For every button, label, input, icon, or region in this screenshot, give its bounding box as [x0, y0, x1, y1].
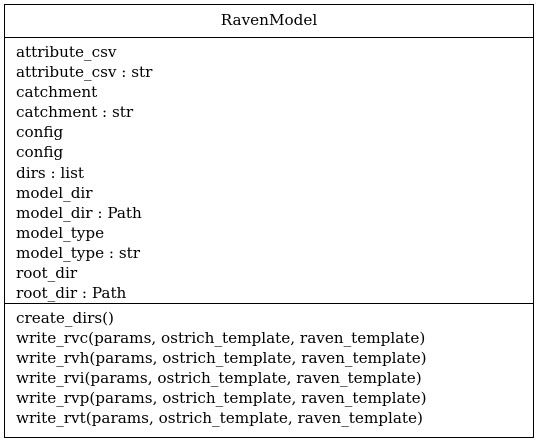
method-item: write_rvt(params, ostrich_template, rave…	[16, 409, 423, 428]
attribute-item: config	[16, 123, 64, 142]
attribute-item: model_type : str	[16, 243, 141, 262]
methods-compartment: create_dirs() write_rvc(params, ostrich_…	[5, 304, 533, 429]
attribute-item: model_dir : Path	[16, 203, 142, 222]
attribute-item: root_dir	[16, 264, 78, 283]
class-name: RavenModel	[5, 5, 533, 38]
method-item: write_rvh(params, ostrich_template, rave…	[16, 349, 427, 368]
attribute-item: catchment	[16, 83, 98, 102]
method-item: write_rvi(params, ostrich_template, rave…	[16, 369, 422, 388]
method-item: write_rvc(params, ostrich_template, rave…	[16, 329, 426, 348]
method-item: create_dirs()	[16, 309, 114, 327]
attributes-compartment: attribute_csv attribute_csv : str catchm…	[5, 38, 533, 304]
attribute-item: attribute_csv	[16, 43, 117, 61]
attribute-item: root_dir : Path	[16, 284, 127, 303]
attribute-item: model_type	[16, 223, 105, 242]
method-item: write_rvp(params, ostrich_template, rave…	[16, 389, 427, 408]
uml-class-box: RavenModel attribute_csv attribute_csv :…	[4, 4, 534, 438]
attribute-item: catchment : str	[16, 103, 134, 122]
attribute-item: attribute_csv : str	[16, 63, 153, 82]
attribute-item: config	[16, 143, 64, 162]
attribute-item: model_dir	[16, 183, 93, 202]
attribute-item: dirs : list	[16, 163, 85, 182]
